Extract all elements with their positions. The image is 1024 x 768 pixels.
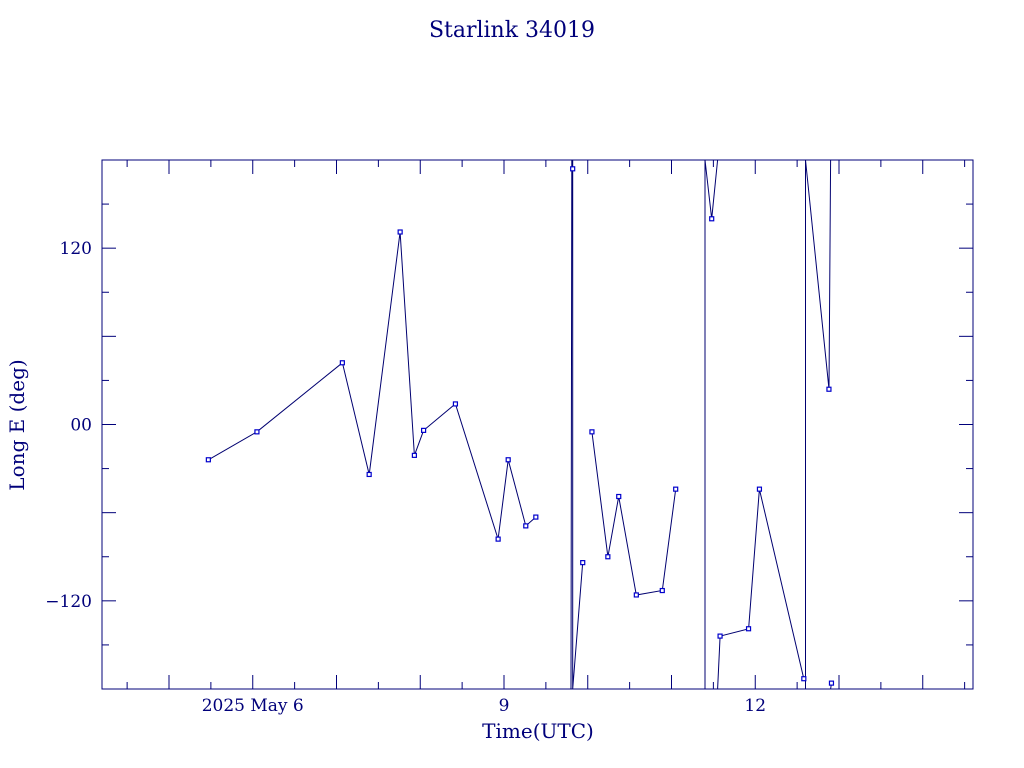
chart-title: Starlink 34019	[429, 18, 595, 43]
data-point	[659, 587, 665, 594]
data-point	[505, 457, 511, 463]
x-axis-tick-labels: 2025 May 6 9 12	[202, 696, 766, 716]
data-point	[709, 216, 715, 222]
data-point	[580, 560, 586, 566]
data-point	[533, 514, 539, 520]
x-axis-label: Time(UTC)	[482, 719, 594, 743]
data-point	[495, 536, 501, 542]
series-line	[591, 431, 677, 596]
data-point	[523, 523, 529, 529]
data-point	[826, 386, 832, 392]
data-point	[756, 486, 763, 492]
data-point	[616, 493, 622, 500]
data-point	[570, 166, 576, 172]
data-point	[589, 429, 595, 435]
series-line	[208, 231, 537, 540]
series-line	[805, 159, 832, 689]
data-point	[205, 457, 211, 463]
x-tick-label: 12	[744, 696, 766, 716]
data-point	[421, 427, 427, 433]
y-tick-label: 120	[60, 239, 92, 259]
data-point	[254, 429, 260, 435]
x-axis-ticks	[126, 160, 966, 689]
series-line	[570, 159, 584, 690]
plot-frame	[101, 159, 974, 690]
data-point	[673, 486, 679, 492]
data-point	[801, 676, 807, 682]
series-lines	[208, 159, 832, 690]
data-point	[339, 360, 345, 366]
series-line	[717, 489, 805, 690]
data-point	[745, 626, 752, 632]
series-line	[704, 159, 719, 689]
data-point	[605, 554, 611, 560]
y-axis-label: Long E (deg)	[5, 359, 29, 490]
data-point	[717, 633, 723, 639]
data-point	[633, 592, 639, 598]
y-tick-label: 00	[70, 416, 92, 436]
y-tick-label: −120	[45, 592, 92, 612]
data-point	[828, 680, 835, 686]
data-point	[366, 471, 372, 478]
series-markers	[205, 166, 835, 686]
data-point	[452, 401, 459, 407]
x-tick-label: 2025 May 6	[202, 696, 304, 716]
y-axis-ticks	[102, 203, 973, 646]
x-tick-label: 9	[499, 696, 510, 716]
y-axis-tick-labels: 120 00 −120	[45, 239, 92, 612]
data-point	[397, 229, 403, 235]
data-point	[411, 452, 417, 458]
